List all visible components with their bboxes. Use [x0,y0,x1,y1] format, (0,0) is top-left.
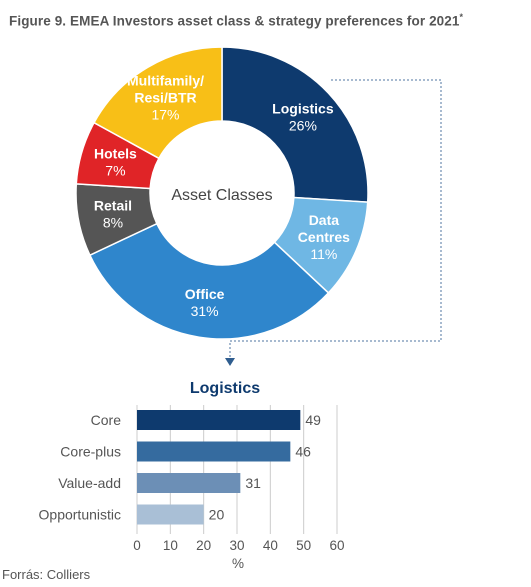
bar-category-label-0: Core [91,412,122,428]
bar-3 [137,504,204,525]
bar-0 [137,410,301,430]
figure-title: Figure 9. EMEA Investors asset class & s… [9,12,463,29]
connector-path [229,79,442,358]
donut-value-1: 11% [310,246,337,262]
donut-value-0: 26% [289,118,317,134]
bar-value-label-2: 31 [245,475,261,491]
connector-line [225,79,442,366]
bar-chart-title: Logistics [190,380,260,397]
x-axis-label: % [232,556,244,571]
donut-label-2: Office [185,286,225,302]
bar-1 [137,441,291,462]
x-tick-label-6: 60 [329,538,344,553]
bar-category-label-1: Core-plus [60,444,121,460]
source-note: Forrás: Colliers [2,567,91,582]
x-tick-label-5: 50 [296,538,311,553]
bar-2 [137,473,241,493]
donut-value-3: 8% [103,214,123,230]
donut-value-4: 7% [105,163,125,179]
figure-title-text: Figure 9. EMEA Investors asset class & s… [9,13,460,29]
donut-value-2: 31% [191,303,219,319]
donut-label-0: Logistics [272,101,334,117]
connector-arrow-icon [225,358,235,366]
x-tick-label-0: 0 [133,538,141,553]
donut-slice-5 [93,46,223,160]
bar-category-label-2: Value-add [58,475,121,491]
bar-value-label-0: 49 [305,412,321,428]
donut-label-5: Resi/BTR [134,89,196,105]
donut-value-5: 17% [151,106,179,122]
donut-label-4: Hotels [94,146,137,162]
donut-label-5: Multifamily/ [127,72,204,88]
bar-value-label-1: 46 [295,444,311,460]
bar-category-label-3: Opportunistic [39,507,121,523]
donut-slice-0 [221,46,369,203]
bar-chart: Logistics 0 10 20 30 40 50 60 Core 49 Core-plus 46 V… [39,380,345,571]
donut-label-3: Retail [94,197,132,213]
donut-slice-2 [88,222,330,340]
figure-title-mark: * [459,12,464,22]
donut-center-label: Asset Classes [171,187,272,204]
donut-label-1: Data [309,212,340,228]
donut-label-1: Centres [298,229,350,245]
x-tick-label-2: 20 [196,538,211,553]
x-tick-label-1: 10 [163,538,178,553]
x-tick-label-3: 30 [229,538,244,553]
bar-value-label-3: 20 [209,507,225,523]
x-tick-label-4: 40 [263,538,278,553]
